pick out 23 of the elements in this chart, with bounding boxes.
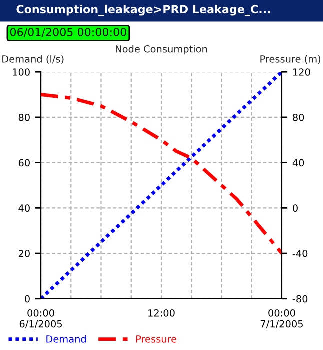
y2-tick-label: 0: [293, 204, 298, 212]
y-tick-label: 0: [25, 295, 30, 303]
line-series: [41, 93, 282, 256]
y2-tick-label: 40: [292, 159, 304, 167]
text: Consumption_leakage>PRD Leakage_C...: [16, 4, 270, 16]
y-tick-label: 40: [18, 204, 30, 212]
chart-title: Node Consumption: [116, 45, 208, 55]
y-tick-label: 20: [18, 250, 30, 258]
x-tick-label: 00:00 6/1/2005: [20, 309, 62, 328]
legend-label: Pressure: [136, 336, 177, 343]
legend-label: Demand: [46, 335, 86, 343]
y2-axis-title: Pressure (m): [260, 55, 321, 64]
y-tick-label: 80: [18, 114, 30, 122]
x-tick-label: 12:00: [148, 309, 175, 317]
y2-tick-label: -80: [292, 295, 308, 303]
y2-tick-label: 80: [293, 114, 304, 122]
y-axis-title: Demand (l/s): [2, 55, 64, 64]
x-tick-label: 00:00 7/1/2005: [260, 309, 303, 328]
y-tick-label: 100: [13, 68, 30, 76]
y2-tick-label: 120: [293, 68, 310, 76]
y-tick-label: 60: [18, 159, 30, 167]
y2-tick-label: -40: [292, 250, 308, 258]
text: 06/01/2005 00:00:00: [10, 28, 126, 38]
